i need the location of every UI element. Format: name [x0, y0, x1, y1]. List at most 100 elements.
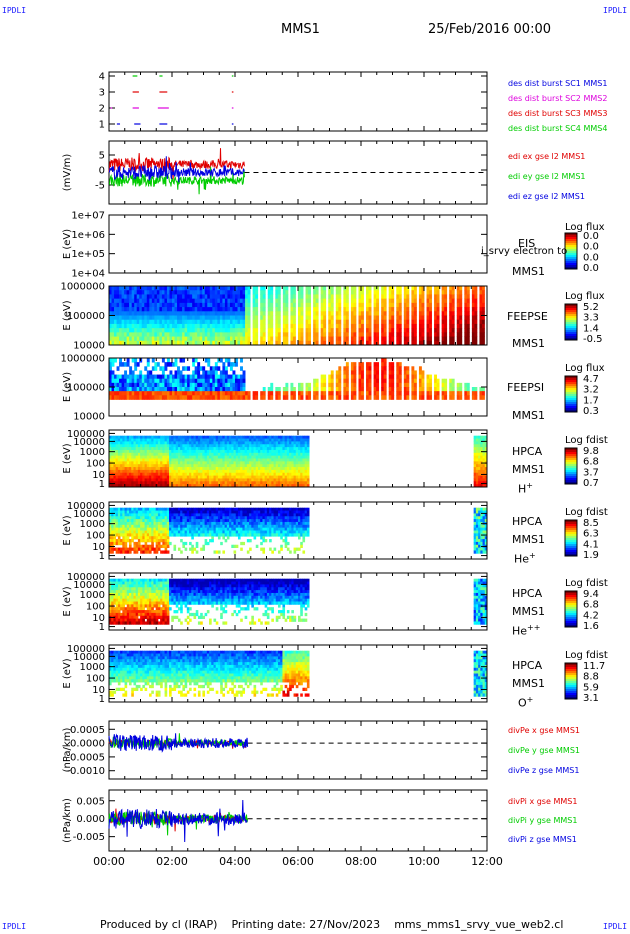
eis-colorbar-value: 0.0 [583, 252, 599, 263]
hpca_o-colorbar-cell [565, 685, 577, 688]
hpca_h-colorbar-cell [565, 480, 577, 483]
spacecraft-title: MMS1 [281, 22, 320, 37]
hpca_he-colorbar-cell [565, 554, 577, 557]
hpca_h-colorbar-cell [565, 454, 577, 457]
hpca_h-colorbar-cell [565, 474, 577, 477]
hpca_o-colorbar-frame [564, 662, 578, 700]
hpca_h-colorbar-cell [565, 478, 577, 481]
feepse-instrument-label: FEEPSE [507, 310, 548, 323]
footer-script-name: mms_mms1_srvy_vue_web2.cl [394, 918, 564, 931]
hpca_o-colorbar-value: 8.8 [583, 672, 599, 683]
feepse-colorbar-value: 3.3 [583, 313, 599, 324]
divpe-legend-entry: divPe z gse MMS1 [508, 766, 579, 775]
hpca_o-colorbar-cell [565, 679, 577, 682]
hpca_h-colorbar-value: 0.7 [583, 478, 599, 489]
hpca_he-colorbar-cell [565, 532, 577, 535]
edi-ytick-label: 0 [99, 166, 105, 177]
hpca_hepp-colorbar-cell [565, 615, 577, 618]
edi-ytick-label: -5 [95, 181, 105, 192]
eis-colorbar-value: 0.0 [583, 242, 599, 253]
feepsi-colorbar-cell [565, 404, 577, 407]
hpca_o-colorbar-cell [565, 689, 577, 692]
eis-colorbar-cell [565, 255, 577, 258]
feepse-colorbar-cell [565, 312, 577, 315]
feepse-colorbar-cell [565, 338, 577, 341]
feepsi-colorbar-cell [565, 376, 577, 379]
hpca_hepp-ytick-label: 10 [92, 613, 105, 624]
eis-extra-label: i_srvy electron to [481, 246, 568, 257]
hpca_o-colorbar-cell [565, 677, 577, 680]
divpe-z-trace [108, 733, 249, 753]
feepsi-colorbar-cell [565, 396, 577, 399]
eis-instrument-label: EIS [518, 237, 536, 250]
hpca_he-colorbar-cell [565, 530, 577, 533]
hpca-he-instrument-label: HPCA [512, 515, 543, 528]
hpca_h-ytick-label: 100 [86, 459, 105, 470]
hpca-h-instrument-label: HPCA [512, 445, 543, 458]
eis-colorbar-cell [565, 245, 577, 248]
hpca_he-colorbar-cell [565, 550, 577, 553]
hpca_h-colorbar-value: 9.8 [583, 446, 599, 457]
hpca_o-colorbar-cell [565, 691, 577, 694]
hpca_h-ytick-label: 1 [99, 479, 105, 490]
hpca_he-colorbar-value: 4.1 [583, 539, 599, 550]
hpca_hepp-colorbar-cell [565, 603, 577, 606]
divpi-legend-entry: divPi x gse MMS1 [508, 797, 577, 806]
eis-colorbar [565, 233, 577, 270]
hpca-hepp-cb-title: Log fdist [565, 578, 608, 589]
feepsi-colorbar [565, 376, 577, 413]
feepsi-colorbar-cell [565, 408, 577, 411]
feepsi-colorbar-frame [564, 375, 578, 413]
divpe-ytick-label: -0.0010 [66, 766, 105, 777]
hpca-o-instrument-label: HPCA [512, 659, 543, 672]
eis-ytick-label: 1e+05 [71, 249, 105, 260]
hpca_o-ytick-label: 100000 [67, 644, 105, 655]
divpi-legend-entry: divPi y gse MMS1 [508, 816, 577, 825]
hpca_h-colorbar-cell [565, 448, 577, 451]
feepsi-colorbar-cell [565, 394, 577, 397]
feepsi-colorbar-value: 0.3 [583, 406, 599, 417]
hpca_hepp-colorbar-cell [565, 621, 577, 624]
hpca_o-colorbar-value: 3.1 [583, 693, 599, 704]
hpca_h-colorbar-cell [565, 468, 577, 471]
burst-legend-entry: des dist burst SC1 MMS1 [508, 79, 607, 88]
hpca_he-colorbar-cell [565, 534, 577, 537]
corner-label-top-left: IPDLI [2, 6, 27, 15]
hpca_o-colorbar-cell [565, 687, 577, 690]
hpca_he-colorbar-cell [565, 544, 577, 547]
feepsi-sc-label: MMS1 [512, 409, 545, 422]
eis-colorbar-cell [565, 247, 577, 250]
hpca_he-colorbar-cell [565, 548, 577, 551]
hpca-o-sc-label: MMS1 [512, 677, 545, 690]
hpca_he-ytick-label: 100 [86, 531, 105, 542]
corner-label-bottom-left: IPDLI [2, 922, 27, 931]
hpca-hepp-species-label: He++ [512, 623, 541, 638]
hpca_o-colorbar-cell [565, 695, 577, 698]
hpca-he-cb-title: Log fdist [565, 507, 608, 518]
feepse-ytick-label: 100000 [67, 311, 105, 322]
hpca_hepp-spectrogram [109, 578, 488, 625]
hpca_he-ytick-label: 10000 [73, 509, 105, 520]
feepse-colorbar-cell [565, 328, 577, 331]
eis-colorbar-cell [565, 257, 577, 260]
feepsi-colorbar-value: 3.2 [583, 385, 599, 396]
feepse-ytick-label: 10000 [73, 341, 105, 352]
hpca_hepp-colorbar-value: 1.6 [583, 621, 599, 632]
hpca_hepp-ytick-label: 10000 [73, 580, 105, 591]
feepsi-colorbar-value: 4.7 [583, 374, 599, 385]
hpca_hepp-colorbar-cell [565, 623, 577, 626]
hpca-h-species-label: H+ [518, 481, 533, 496]
hpca_h-colorbar-cell [565, 470, 577, 473]
eis-colorbar-cell [565, 251, 577, 254]
hpca_o-ytick-label: 10 [92, 685, 105, 696]
hpca_hepp-colorbar-value: 9.4 [583, 589, 599, 600]
footer-line: Produced by cl (IRAP) Printing date: 27/… [100, 918, 563, 931]
hpca_he-colorbar-cell [565, 538, 577, 541]
hpca_o-colorbar-cell [565, 683, 577, 686]
feepsi-colorbar-cell [565, 398, 577, 401]
hpca_h-colorbar-cell [565, 450, 577, 453]
feepsi-colorbar-cell [565, 388, 577, 391]
hpca_hepp-colorbar-cell [565, 625, 577, 628]
feepse-cb-title: Log flux [565, 291, 605, 302]
footer-produced-by: Produced by cl (IRAP) [100, 918, 218, 931]
